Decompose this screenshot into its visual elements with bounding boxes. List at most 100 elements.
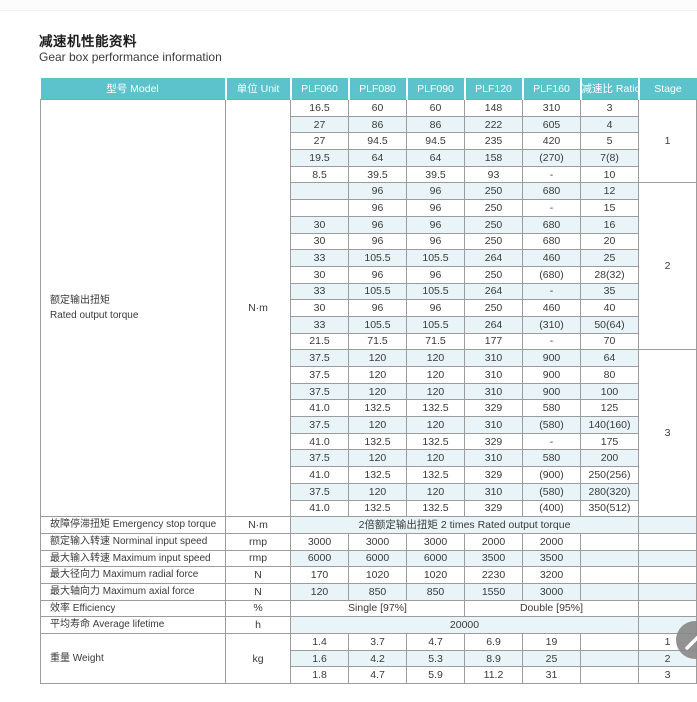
table-cell (638, 599, 697, 618)
table-cell: 680 (522, 182, 581, 201)
table-cell: 16 (580, 215, 639, 234)
table-header: 型号 Model 单位 Unit PLF060 PLF080 PLF090 PLF120 P… (40, 78, 697, 100)
torque-row: 37.5 120 120 310 900 64 3 (41, 349, 697, 518)
table-cell: 250(256) (580, 466, 639, 484)
table-cell: 40 (580, 299, 639, 317)
torque-row: 30 96 96 250 680 16 (41, 215, 697, 234)
table-cell: 3000 (406, 532, 465, 551)
table-cell: 25 (580, 249, 639, 267)
table-cell: 132.5 (348, 466, 407, 484)
table-cell: 3 (580, 99, 639, 117)
torque-row: 96 96 250-15 (41, 199, 697, 217)
table-cell (580, 649, 639, 668)
table-cell: 15 (580, 199, 639, 217)
table-cell: 329 (464, 399, 523, 418)
table-cell: 4.7 (348, 666, 407, 685)
table-cell: 37.5 (290, 366, 349, 384)
spec-unit: h (225, 616, 291, 634)
table-cell: 6000 (406, 549, 465, 568)
table-cell: 6000 (348, 549, 407, 568)
spec-label: 最大轴向力 Maximum axial force (40, 582, 226, 601)
table-cell: 680 (522, 232, 581, 251)
table-cell: 250 (464, 215, 523, 234)
table-cell: 30 (290, 215, 349, 234)
table-cell (638, 566, 697, 584)
table-cell: 7(8) (580, 149, 639, 167)
table-cell: 86 (406, 115, 465, 134)
table-cell: 3000 (290, 532, 349, 551)
rated-output-torque-label-zh: 额定输出扭矩 (50, 294, 110, 306)
table-cell: 329 (464, 466, 523, 484)
table-cell: 250 (464, 232, 523, 251)
table-cell: 64 (580, 349, 639, 367)
table-cell: 235 (464, 132, 523, 151)
table-cell: 264 (464, 249, 523, 267)
table-cell: 105.5 (406, 315, 465, 334)
table-cell: 96 (348, 199, 407, 217)
spec-label: 最大径向力 Maximum radial force (40, 566, 226, 584)
table-cell: 105.5 (406, 282, 465, 301)
table-cell: 19 (522, 633, 581, 651)
table-cell: 580 (522, 399, 581, 418)
table-cell: 250 (464, 265, 523, 284)
weight-stage-cell: 3 (638, 666, 697, 685)
scroll-fab-button[interactable] (676, 621, 697, 659)
table-cell: 96 (406, 265, 465, 284)
table-cell: 148 (464, 99, 523, 117)
column-header-plf160: PLF160 (521, 78, 581, 100)
rated-output-torque-label-en: Rated output torque (50, 310, 139, 322)
table-cell: 30 (290, 299, 349, 317)
table-cell: 71.5 (348, 332, 407, 351)
table-cell: 120 (406, 416, 465, 434)
table-cell: 310 (464, 416, 523, 434)
table-cell: 41.0 (290, 399, 349, 418)
table-cell (580, 532, 639, 551)
column-header-plf060: PLF060 (289, 78, 349, 100)
table-cell: 37.5 (290, 449, 349, 468)
table-cell: 120 (348, 416, 407, 434)
table-cell: - (522, 165, 581, 184)
table-cell: 105.5 (348, 315, 407, 334)
table-cell: 94.5 (406, 132, 465, 151)
table-cell: 100 (580, 382, 639, 401)
arrow-up-right-icon (685, 635, 697, 650)
performance-table: 型号 Model 单位 Unit PLF060 PLF080 PLF090 PLF120 P… (40, 78, 697, 685)
table-cell: 5.9 (406, 666, 465, 685)
table-cell: 33 (290, 282, 349, 301)
table-cell: 329 (464, 432, 523, 451)
table-cell: 5 (580, 132, 639, 151)
table-cell: (580) (522, 416, 581, 434)
table-cell: 1020 (406, 566, 465, 584)
table-cell: 120 (406, 449, 465, 468)
table-cell: 16.5 (290, 99, 349, 117)
table-cell: 96 (348, 299, 407, 317)
table-cell: 50(64) (580, 315, 639, 334)
weight-unit: kg (225, 632, 291, 685)
spec-row: 最大径向力 Maximum radial force N 170 1020 1020 22… (40, 566, 697, 584)
stage-number-cell: 1 (638, 98, 697, 184)
table-cell: 175 (580, 432, 639, 451)
table-cell: 41.0 (290, 466, 349, 484)
table-cell: 310 (464, 449, 523, 468)
table-cell: 3000 (522, 582, 581, 601)
table-cell: 2230 (464, 566, 523, 584)
table-cell: 20 (580, 232, 639, 251)
table-cell: 2000 (464, 532, 523, 551)
torque-row: 额定输出扭矩 Rated output torque N·m 16.5 60 60 148 3… (40, 98, 697, 518)
table-cell: (900) (522, 466, 581, 484)
table-cell: 120 (348, 449, 407, 468)
table-cell: 105.5 (348, 282, 407, 301)
table-cell: 120 (406, 382, 465, 401)
table-cell: 2000 (522, 532, 581, 551)
table-cell: 35 (580, 282, 639, 301)
column-header-plf090: PLF090 (405, 78, 465, 100)
spec-span-cell: 2倍额定输出扭矩 2 times Rated output torque (290, 516, 639, 534)
table-cell: 132.5 (348, 499, 407, 518)
table-cell: 37.5 (290, 382, 349, 401)
table-cell: 1550 (464, 582, 523, 601)
table-cell: 120 (348, 482, 407, 501)
table-cell: 310 (464, 482, 523, 501)
column-header-ratio: 减速比 Ratio (579, 78, 639, 100)
table-cell: 580 (522, 449, 581, 468)
table-cell: 4.7 (406, 633, 465, 651)
